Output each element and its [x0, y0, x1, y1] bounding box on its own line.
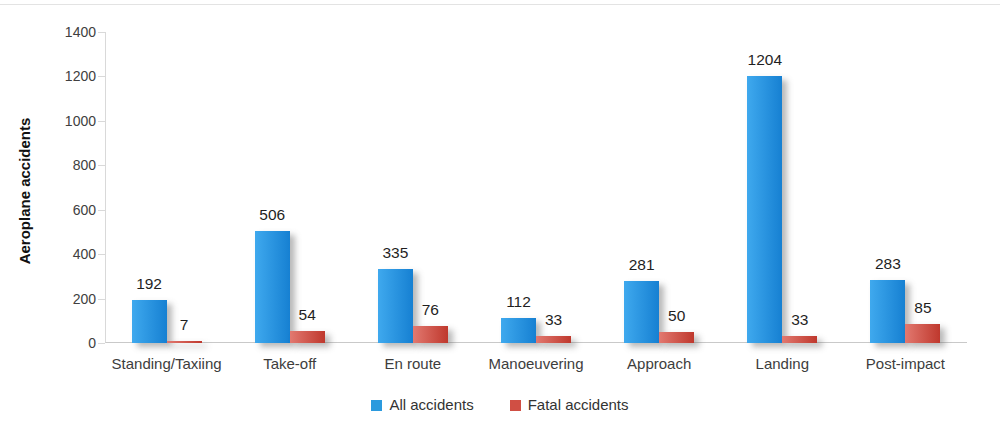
value-label: 192 — [136, 275, 162, 293]
value-label: 54 — [299, 306, 316, 324]
y-axis-tick-label: 200 — [38, 290, 96, 308]
category-label: Landing — [756, 355, 809, 373]
bar-all-accidents — [870, 280, 905, 343]
legend-item: All accidents — [371, 396, 473, 414]
category-label: En route — [384, 355, 441, 373]
y-axis-tick — [98, 299, 105, 300]
bar-fatal-accidents — [413, 326, 448, 343]
category-label: Approach — [627, 355, 691, 373]
y-axis-tick-label: 1000 — [38, 112, 96, 130]
y-axis-tick — [98, 76, 105, 77]
legend-swatch-all-accidents — [371, 400, 382, 411]
legend-label: Fatal accidents — [528, 396, 629, 414]
plot-area — [105, 32, 967, 343]
value-label: 33 — [545, 311, 562, 329]
bar-chart: Aeroplane accidents All accidents Fatal a… — [0, 0, 1000, 440]
y-axis-tick-label: 400 — [38, 245, 96, 263]
y-axis-tick-label: 1200 — [38, 67, 96, 85]
bar-fatal-accidents — [782, 336, 817, 343]
category-label: Manoeuvering — [488, 355, 583, 373]
legend-label: All accidents — [389, 396, 473, 414]
y-axis-title: Aeroplane accidents — [15, 96, 35, 286]
bar-all-accidents — [378, 269, 413, 343]
category-label: Post-impact — [866, 355, 945, 373]
bar-all-accidents — [501, 318, 536, 343]
bar-all-accidents — [132, 300, 167, 343]
y-axis-tick — [98, 32, 105, 33]
value-label: 283 — [875, 255, 901, 273]
value-label: 335 — [382, 244, 408, 262]
y-axis-tick — [98, 254, 105, 255]
value-label: 506 — [259, 206, 285, 224]
value-label: 33 — [791, 311, 808, 329]
bar-fatal-accidents — [536, 336, 571, 343]
value-label: 281 — [629, 256, 655, 274]
value-label: 1204 — [748, 51, 782, 69]
y-axis-tick-label: 0 — [38, 334, 96, 352]
y-axis-tick — [98, 343, 105, 344]
bar-all-accidents — [255, 231, 290, 343]
bar-all-accidents — [747, 76, 782, 343]
category-label: Take-off — [263, 355, 316, 373]
y-axis-tick-label: 800 — [38, 156, 96, 174]
bar-fatal-accidents — [905, 324, 940, 343]
chart-top-border — [0, 4, 1000, 5]
legend-item: Fatal accidents — [510, 396, 629, 414]
bar-all-accidents — [624, 281, 659, 343]
value-label: 50 — [668, 307, 685, 325]
bar-fatal-accidents — [659, 332, 694, 343]
y-axis-tick — [98, 165, 105, 166]
y-axis-tick — [98, 121, 105, 122]
bar-fatal-accidents — [167, 341, 202, 343]
bar-fatal-accidents — [290, 331, 325, 343]
y-axis-tick — [98, 210, 105, 211]
legend: All accidents Fatal accidents — [0, 396, 1000, 414]
value-label: 112 — [506, 293, 531, 311]
y-axis-tick-label: 1400 — [38, 23, 96, 41]
legend-swatch-fatal-accidents — [510, 400, 521, 411]
y-axis-tick-label: 600 — [38, 201, 96, 219]
category-label: Standing/Taxiing — [112, 355, 222, 373]
value-label: 7 — [180, 316, 189, 334]
value-label: 85 — [914, 299, 931, 317]
value-label: 76 — [422, 301, 439, 319]
